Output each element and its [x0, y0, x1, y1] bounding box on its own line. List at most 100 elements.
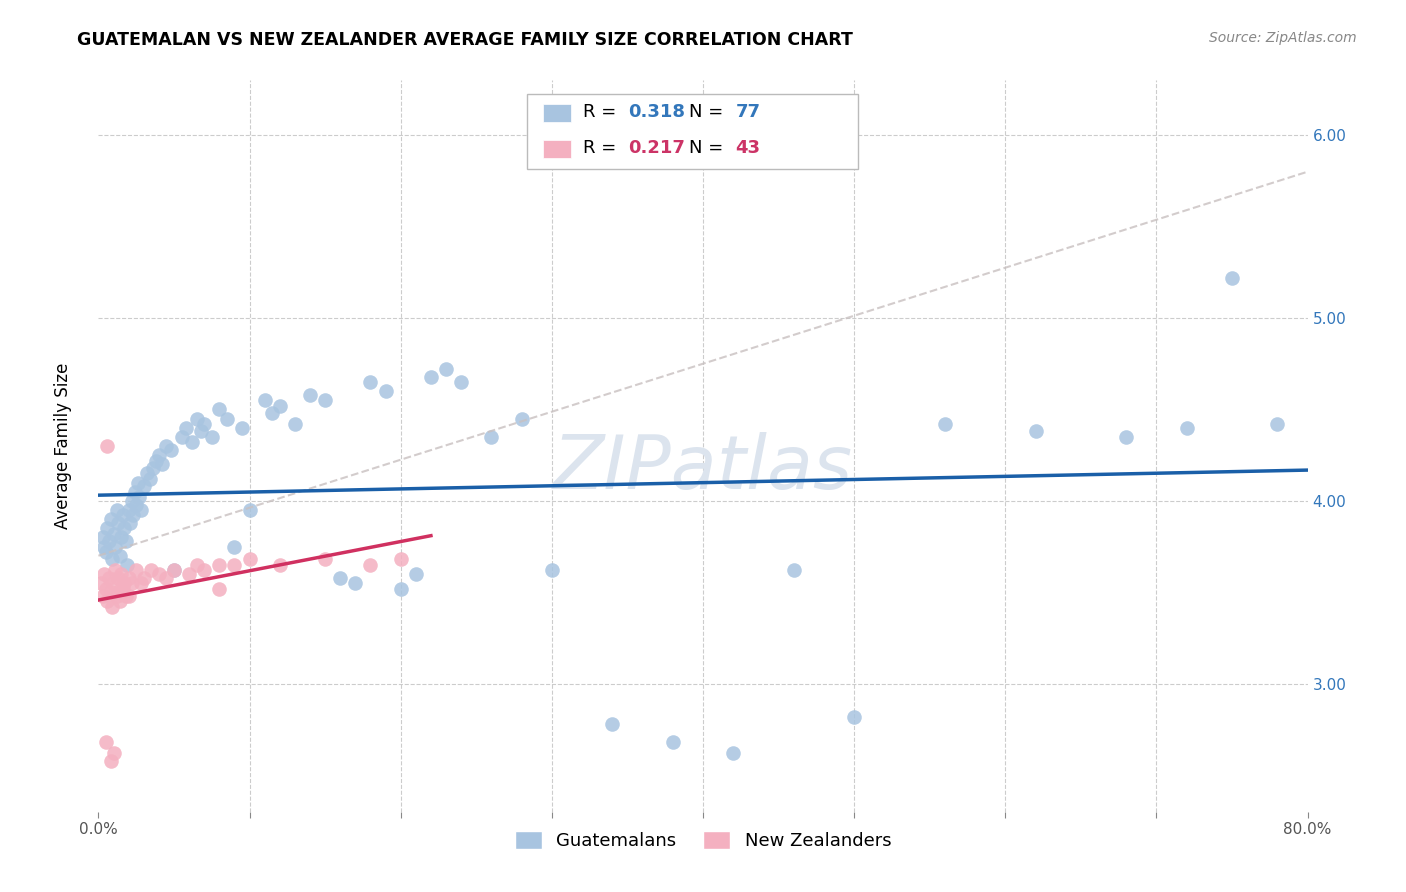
- Point: [90, 576, 112, 591]
- Point: [96, 439, 118, 453]
- Point: [148, 448, 170, 462]
- Point: [105, 589, 128, 603]
- Point: [374, 384, 396, 399]
- Point: [174, 420, 197, 434]
- Point: [135, 467, 157, 481]
- Point: [420, 369, 443, 384]
- Text: 0.318: 0.318: [628, 103, 686, 121]
- Point: [150, 457, 173, 471]
- Point: [160, 442, 183, 457]
- Point: [239, 552, 262, 566]
- Text: N =: N =: [689, 139, 728, 157]
- Point: [208, 582, 231, 596]
- Point: [262, 406, 284, 420]
- Text: 43: 43: [735, 139, 761, 157]
- Point: [783, 563, 806, 577]
- Point: [934, 417, 956, 431]
- Point: [844, 709, 866, 723]
- Point: [540, 563, 562, 577]
- Point: [107, 571, 129, 585]
- Point: [121, 576, 143, 591]
- Text: R =: R =: [583, 139, 623, 157]
- Text: N =: N =: [689, 103, 728, 121]
- Point: [108, 549, 131, 563]
- Text: 77: 77: [735, 103, 761, 121]
- Point: [114, 589, 136, 603]
- Point: [481, 430, 503, 444]
- Point: [100, 754, 122, 768]
- Point: [104, 540, 127, 554]
- Point: [510, 411, 533, 425]
- Point: [112, 521, 135, 535]
- Point: [1267, 417, 1289, 431]
- Point: [239, 503, 262, 517]
- Point: [139, 472, 162, 486]
- Text: Source: ZipAtlas.com: Source: ZipAtlas.com: [1209, 31, 1357, 45]
- Point: [1024, 425, 1046, 439]
- Point: [114, 534, 136, 549]
- Point: [148, 567, 170, 582]
- Point: [224, 558, 246, 572]
- Text: 0.217: 0.217: [628, 139, 685, 157]
- Point: [120, 516, 142, 530]
- Point: [190, 425, 212, 439]
- Point: [110, 530, 132, 544]
- Point: [723, 746, 745, 760]
- Point: [129, 576, 152, 591]
- Point: [101, 552, 124, 566]
- Point: [100, 585, 122, 599]
- Point: [132, 571, 155, 585]
- Point: [208, 402, 231, 417]
- Point: [96, 594, 118, 608]
- Point: [215, 411, 238, 425]
- Point: [389, 552, 412, 566]
- Point: [360, 558, 382, 572]
- Point: [142, 461, 165, 475]
- Point: [602, 717, 624, 731]
- Point: [344, 576, 367, 591]
- Point: [269, 399, 291, 413]
- Point: [284, 417, 307, 431]
- Point: [110, 567, 132, 582]
- Point: [121, 493, 143, 508]
- Point: [108, 594, 131, 608]
- Point: [103, 746, 125, 760]
- Point: [98, 571, 121, 585]
- Point: [155, 571, 177, 585]
- Point: [103, 526, 125, 541]
- Point: [1220, 270, 1243, 285]
- Text: GUATEMALAN VS NEW ZEALANDER AVERAGE FAMILY SIZE CORRELATION CHART: GUATEMALAN VS NEW ZEALANDER AVERAGE FAMI…: [77, 31, 853, 49]
- Point: [127, 475, 149, 490]
- Point: [181, 435, 204, 450]
- Point: [193, 417, 215, 431]
- Point: [125, 498, 148, 512]
- Point: [163, 563, 186, 577]
- Point: [104, 563, 127, 577]
- Point: [111, 582, 134, 596]
- Text: Average Family Size: Average Family Size: [55, 363, 72, 529]
- Point: [118, 571, 141, 585]
- Point: [94, 735, 117, 749]
- Point: [111, 508, 134, 523]
- Point: [1115, 430, 1137, 444]
- Point: [179, 567, 201, 582]
- Point: [269, 558, 291, 572]
- Point: [94, 545, 117, 559]
- Text: ZIPatlas: ZIPatlas: [553, 432, 853, 504]
- Point: [193, 563, 215, 577]
- Point: [405, 567, 427, 582]
- Point: [118, 589, 141, 603]
- Point: [128, 490, 150, 504]
- Text: R =: R =: [583, 103, 623, 121]
- Point: [163, 563, 186, 577]
- Point: [118, 503, 141, 517]
- Legend: Guatemalans, New Zealanders: Guatemalans, New Zealanders: [508, 823, 898, 857]
- Point: [103, 576, 125, 591]
- Point: [101, 599, 124, 614]
- Point: [132, 479, 155, 493]
- Point: [91, 589, 114, 603]
- Point: [145, 453, 167, 467]
- Point: [110, 582, 132, 596]
- Point: [170, 430, 193, 444]
- Point: [329, 571, 352, 585]
